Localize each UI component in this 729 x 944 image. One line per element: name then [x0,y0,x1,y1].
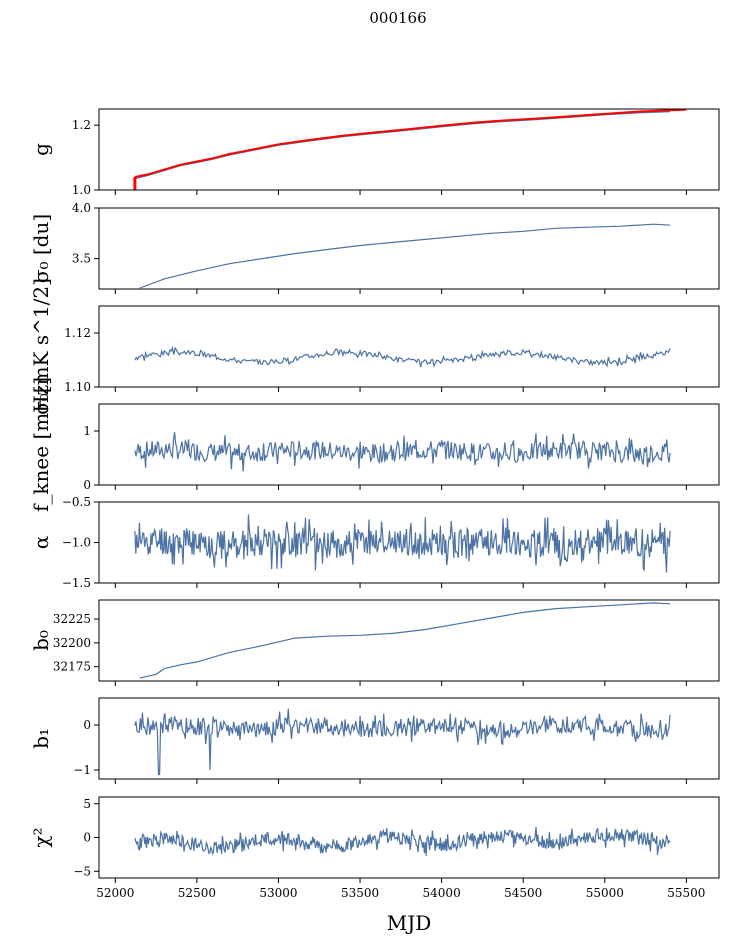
y-tick-label: 1 [83,424,91,438]
x-axis-label: MJD [387,911,432,935]
x-tick-label: 52500 [178,886,216,900]
y-tick-label: −0.5 [62,495,91,509]
y-tick-label: 32225 [53,612,91,626]
y-tick-label: 0 [83,831,91,845]
chart-title: 000166 [369,9,426,27]
panel-5: −1.5 −1.0 −0.5 α [29,495,720,590]
x-tick-label: 55500 [667,886,705,900]
panel-frame [98,305,720,388]
series-line [139,223,671,289]
panel-8: −5 0 5 52000 52500 53000 53500 54000 54500 55000 5… [29,796,720,900]
panel-1: 1.0 1.2 g [29,108,720,197]
series-line [134,345,671,368]
x-tick-label: 53500 [341,886,379,900]
x-tick-label: 54500 [504,886,542,900]
y-tick-label: 3.5 [72,252,91,266]
panel-7: −1 0 b₁ [29,697,720,784]
y-tick-label: 1.0 [72,183,91,197]
y-axis-label: σ₀[mK s^1/2] [29,278,53,415]
panels: 1.0 1.2 g 3.5 4.0 σ₀ [du] 1.10 1.12 σ₀[mK s^1/2]… [29,108,720,900]
y-tick-label: 0 [83,478,91,492]
fit-line [134,109,687,178]
panel-3: 1.10 1.12 σ₀[mK s^1/2] [29,278,720,415]
series-line [134,708,671,776]
series-line [134,432,671,472]
x-tick-label: 55000 [586,886,624,900]
y-tick-label: −1.5 [62,576,91,590]
panel-frame [98,108,720,191]
series-line [134,111,671,180]
y-axis-label: f_knee [mHz] [29,377,53,512]
y-axis-label: σ₀ [du] [29,214,53,283]
y-tick-label: 5 [83,797,91,811]
y-axis-label: g [29,143,53,156]
panel-4: 0 1 f_knee [mHz] [29,377,720,512]
y-tick-label: 1.2 [72,118,91,132]
series-line [134,514,671,573]
x-tick-label: 52000 [96,886,134,900]
y-tick-label: −1.0 [62,536,91,550]
panel-2: 3.5 4.0 σ₀ [du] [29,201,720,294]
y-axis-label: χ² [29,827,53,847]
panel-frame [98,207,720,290]
x-tick-label: 53000 [259,886,297,900]
y-tick-label: 32200 [53,636,91,650]
y-tick-label: −5 [73,864,91,878]
y-axis-label: b₁ [29,728,53,749]
panel-frame [98,599,720,682]
y-tick-label: 32175 [53,660,91,674]
y-tick-label: 1.12 [64,326,91,340]
series-line [134,826,671,856]
panel-frame [98,697,720,780]
y-axis-label: b₀ [29,630,53,651]
y-tick-label: 1.10 [64,380,91,394]
x-tick-label: 54000 [423,886,461,900]
y-axis-label: α [29,536,53,550]
y-tick-label: 4.0 [72,201,91,215]
y-tick-label: 0 [83,718,91,732]
y-tick-label: −1 [73,763,91,777]
series-line [139,602,671,679]
panel-frame [98,403,720,486]
